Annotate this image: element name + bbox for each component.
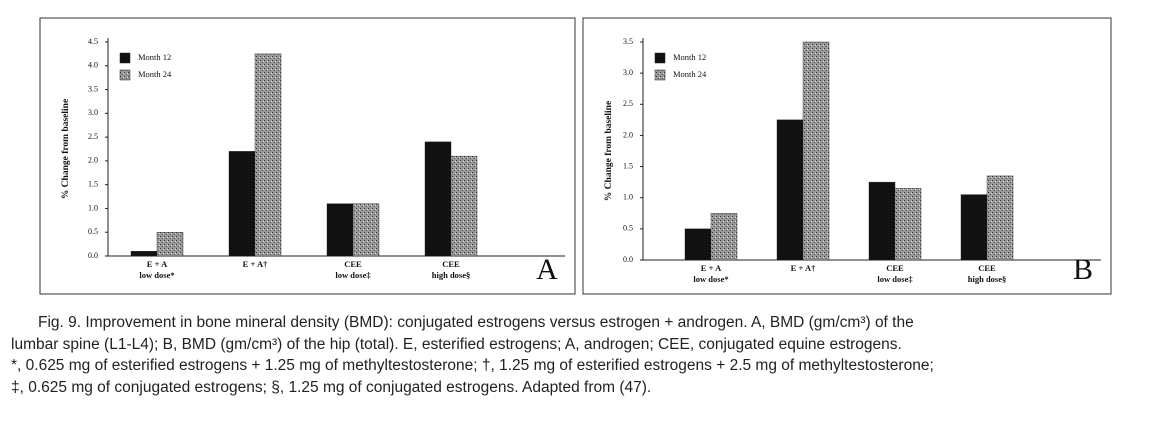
bar <box>868 181 896 261</box>
y-tick-label: 1.5 <box>88 179 98 188</box>
bar <box>684 228 712 261</box>
legend-swatch <box>654 52 666 64</box>
y-tick-label: 2.5 <box>623 99 633 108</box>
x-tick-label: CEE <box>886 263 904 273</box>
y-tick-label: 2.0 <box>623 130 633 139</box>
x-tick-label: low dose‡ <box>335 270 371 280</box>
charts: 0.0 0.5 1.0 1.5 2.0 2.5 3.0 3.5 4.0 4.5 % Change f… <box>39 17 1112 295</box>
y-tick-label: 4.5 <box>88 37 98 46</box>
bar <box>894 188 922 261</box>
panel-label: A <box>536 253 558 286</box>
bar <box>450 155 478 257</box>
y-axis-label: % Change from baseline <box>61 99 71 199</box>
bar <box>352 203 380 257</box>
bar <box>156 232 184 257</box>
caption-line: Fig. 9. Improvement in bone mineral dens… <box>38 314 914 331</box>
y-tick-label: 4.0 <box>88 61 98 70</box>
legend-label: Month 24 <box>138 69 172 79</box>
y-tick-label: 3.5 <box>623 37 633 46</box>
y-tick-label: 3.5 <box>88 84 98 93</box>
x-tick-label: E + A† <box>791 263 816 273</box>
legend-label: Month 12 <box>673 52 706 62</box>
legend-label: Month 12 <box>138 52 171 62</box>
y-tick-label: 0.0 <box>88 251 98 260</box>
x-tick-label: E + A <box>701 263 722 273</box>
y-axis-label: % Change from baseline <box>604 101 614 201</box>
bar <box>326 203 354 257</box>
x-tick-label: high dose§ <box>432 270 471 280</box>
caption-line: ‡, 0.625 mg of conjugated estrogens; §, … <box>11 378 652 396</box>
bar <box>960 194 988 261</box>
y-tick-label: 0.5 <box>623 224 633 233</box>
y-tick-label: 1.5 <box>623 161 633 170</box>
y-tick-label: 3.0 <box>623 68 633 77</box>
x-tick-label: E + A† <box>243 259 268 269</box>
bar <box>130 251 158 257</box>
bar <box>710 213 738 261</box>
x-tick-label: high dose§ <box>968 274 1007 284</box>
y-tick-label: 1.0 <box>88 203 98 212</box>
bar <box>986 175 1014 261</box>
x-tick-label: CEE <box>344 259 362 269</box>
y-tick-label: 3.0 <box>88 108 98 117</box>
bar <box>424 141 452 257</box>
x-tick-label: low dose‡ <box>877 274 913 284</box>
x-tick-label: low dose* <box>139 270 174 280</box>
caption: Fig. 9. Improvement in bone mineral dens… <box>0 312 1152 398</box>
legend-swatch <box>119 52 131 64</box>
x-tick-label: CEE <box>978 263 996 273</box>
caption-line: lumbar spine (L1-L4); B, BMD (gm/cm³) of… <box>11 335 902 353</box>
y-tick-label: 1.0 <box>623 193 633 202</box>
y-tick-label: 2.0 <box>88 156 98 165</box>
legend-swatch <box>119 69 131 81</box>
panel-frame <box>582 17 1112 295</box>
legend-swatch <box>654 69 666 81</box>
x-tick-label: CEE <box>442 259 460 269</box>
caption-line: *, 0.625 mg of esterified estrogens + 1.… <box>11 357 934 374</box>
x-tick-label: E + A <box>147 259 168 269</box>
bar <box>802 41 830 261</box>
bar <box>776 119 804 261</box>
bar <box>254 53 282 257</box>
legend-label: Month 24 <box>673 69 707 79</box>
y-tick-label: 0.0 <box>623 255 633 264</box>
panel-label: B <box>1073 253 1093 286</box>
x-tick-label: low dose* <box>693 274 728 284</box>
y-tick-label: 0.5 <box>88 227 98 236</box>
y-tick-label: 2.5 <box>88 132 98 141</box>
bar <box>228 151 256 257</box>
panel-frame <box>39 17 576 295</box>
